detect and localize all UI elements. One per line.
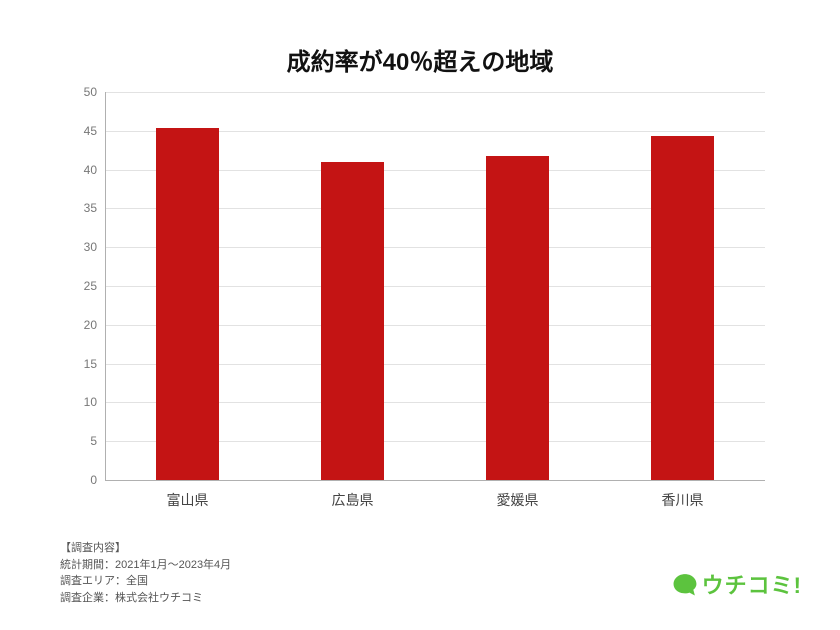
x-tick-label: 広島県 [332, 490, 374, 510]
grid-line [105, 92, 765, 93]
y-tick-label: 15 [69, 357, 97, 371]
y-tick-label: 40 [69, 163, 97, 177]
y-tick-label: 45 [69, 124, 97, 138]
speech-bubble-icon [672, 571, 698, 597]
logo-text: ウチコミ! [702, 568, 802, 600]
y-tick-label: 0 [69, 473, 97, 487]
x-tick-label: 愛媛県 [497, 490, 539, 510]
brand-logo: ウチコミ! [672, 568, 802, 600]
chart-title: 成約率が40％超えの地域 [0, 42, 840, 77]
y-tick-label: 5 [69, 434, 97, 448]
bar [651, 136, 714, 480]
y-tick-label: 25 [69, 279, 97, 293]
x-tick-label: 香川県 [662, 490, 704, 510]
y-tick-label: 35 [69, 201, 97, 215]
y-axis [105, 92, 106, 480]
y-tick-label: 50 [69, 85, 97, 99]
plot-area: 05101520253035404550富山県広島県愛媛県香川県 [105, 92, 765, 480]
x-axis [105, 480, 765, 481]
x-tick-label: 富山県 [167, 490, 209, 510]
chart-container: 成約率が40％超えの地域 05101520253035404550富山県広島県愛… [0, 0, 840, 630]
y-tick-label: 10 [69, 395, 97, 409]
bar [486, 156, 549, 480]
bar [321, 162, 384, 480]
survey-footer: 【調査内容】統計期間：2021年1月～2023年4月調査エリア：全国調査企業：株… [60, 540, 231, 606]
footer-line: 統計期間：2021年1月～2023年4月 [60, 557, 231, 574]
y-tick-label: 30 [69, 240, 97, 254]
bar [156, 128, 219, 480]
footer-heading: 【調査内容】 [60, 540, 231, 557]
footer-line: 調査企業：株式会社ウチコミ [60, 590, 231, 607]
y-tick-label: 20 [69, 318, 97, 332]
footer-line: 調査エリア：全国 [60, 573, 231, 590]
